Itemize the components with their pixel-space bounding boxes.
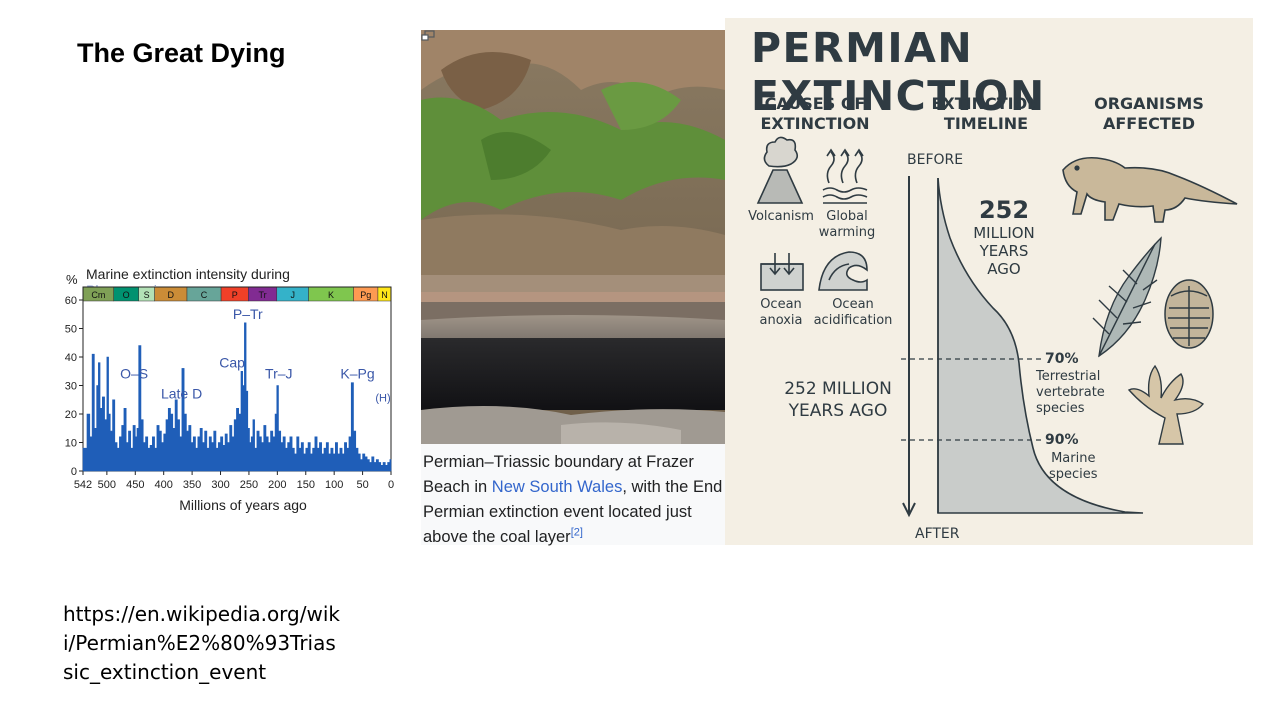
- trilobite-icon: [1164, 279, 1214, 349]
- organisms-header-line2: AFFECTED: [1102, 114, 1196, 133]
- period-label: P: [232, 290, 238, 300]
- y-tick-label: 50: [65, 324, 77, 336]
- expand-icon[interactable]: [421, 30, 435, 42]
- cause-ocean-anoxia: Ocean anoxia: [759, 297, 803, 328]
- mark-90-label: Marine species: [1049, 451, 1098, 482]
- timeline-header-line1: EXTINCTION: [931, 94, 1041, 113]
- x-tick-label: 150: [297, 479, 315, 491]
- period-label: O: [123, 290, 130, 300]
- timeline-header: EXTINCTION TIMELINE: [925, 94, 1047, 134]
- reptile-icon: [1062, 156, 1238, 223]
- infographic-graphics: [756, 136, 1238, 518]
- extinction-area: [82, 322, 392, 472]
- annotation-label: (H): [375, 392, 390, 404]
- timeline-left-label: 252 MILLION YEARS AGO: [784, 379, 892, 421]
- cause-ocean-acidification: Ocean acidification: [813, 297, 893, 328]
- causes-header-line2: EXTINCTION: [760, 114, 870, 133]
- timeline-after: AFTER: [915, 526, 960, 542]
- period-label: Pg: [360, 290, 371, 300]
- volcano-icon: [756, 136, 804, 204]
- timeline-number-sub: MILLION YEARS AGO: [973, 224, 1035, 278]
- photo-caption: Permian–Triassic boundary at Frazer Beac…: [423, 450, 723, 550]
- period-label: D: [168, 290, 175, 300]
- ocean-anoxia-icon: [760, 253, 804, 291]
- period-label: S: [144, 290, 150, 300]
- period-label: K: [328, 290, 334, 300]
- period-label: C: [201, 290, 208, 300]
- permian-infographic: PERMIAN EXTINCTION CAUSES OF EXTINCTION …: [725, 18, 1253, 545]
- y-tick-label: 60: [65, 295, 77, 307]
- boundary-photo-panel: Permian–Triassic boundary at Frazer Beac…: [421, 30, 725, 546]
- x-tick-label: 250: [240, 479, 258, 491]
- causes-header-line1: CAUSES OF: [764, 94, 866, 113]
- slide-title: The Great Dying: [77, 38, 286, 68]
- timeline-axis: [902, 176, 916, 518]
- annotation-label: Tr–J: [265, 366, 292, 382]
- x-tick-label: 450: [126, 479, 144, 491]
- y-tick-label: 10: [65, 438, 77, 450]
- annotation-label: K–Pg: [340, 366, 374, 382]
- period-bar: Cm O S D C P Tr J K Pg N: [82, 286, 392, 302]
- y-tick-label: 0: [71, 466, 77, 478]
- cause-global-warming: Global warming: [818, 209, 876, 240]
- reference-link[interactable]: [2]: [570, 526, 583, 539]
- period-label: Cm: [91, 290, 105, 300]
- boundary-photo: [421, 30, 725, 444]
- x-tick-label: 350: [183, 479, 201, 491]
- x-tick-label: 0: [388, 479, 394, 491]
- source-url[interactable]: https://en.wikipedia.org/wiki/Permian%E2…: [63, 602, 340, 684]
- caption-text-2: , with the End Permian extinction event …: [423, 478, 723, 546]
- extinction-chart-svg: Marine extinction intensity during Phane…: [65, 266, 394, 513]
- chart-ylabel: %: [66, 272, 78, 287]
- x-tick-label: 500: [98, 479, 116, 491]
- x-tick-label: 50: [356, 479, 368, 491]
- y-tick-label: 20: [65, 409, 77, 421]
- y-tick-label: 30: [65, 381, 77, 393]
- x-tick-label: 200: [268, 479, 286, 491]
- timeline-header-line2: TIMELINE: [943, 114, 1029, 133]
- ocean-wave-icon: [818, 251, 868, 291]
- causes-header: CAUSES OF EXTINCTION: [755, 94, 875, 134]
- x-tick-label: 300: [211, 479, 229, 491]
- chart-title: Marine extinction intensity during: [86, 266, 290, 282]
- mark-70-percent: 70%: [1045, 351, 1079, 367]
- chart-annotations: O–S Late D P–Tr Cap Tr–J K–Pg(H): [120, 306, 391, 405]
- timeline-number: 252: [978, 196, 1030, 224]
- x-tick-label: 400: [155, 479, 173, 491]
- timeline-before: BEFORE: [907, 152, 964, 168]
- annotation-label: P–Tr: [233, 306, 263, 322]
- organisms-header-line1: ORGANISMS: [1094, 94, 1204, 113]
- fern-icon: [1092, 236, 1162, 358]
- annotation-label: Late D: [161, 386, 202, 402]
- coral-icon: [1127, 364, 1205, 445]
- annotation-label: O–S: [120, 366, 148, 382]
- period-label: Tr: [258, 290, 266, 300]
- y-tick-label: 40: [65, 352, 77, 364]
- annotation-label: Cap: [219, 354, 245, 370]
- cause-volcanism: Volcanism: [748, 209, 814, 224]
- period-label: N: [381, 290, 388, 300]
- mark-70-label: Terrestrial vertebrate species: [1036, 369, 1105, 416]
- new-south-wales-link[interactable]: New South Wales: [491, 478, 623, 496]
- x-tick-label: 542: [74, 479, 92, 491]
- x-tick-label: 100: [325, 479, 343, 491]
- extinction-chart: Marine extinction intensity during Phane…: [62, 262, 402, 522]
- organisms-header: ORGANISMS AFFECTED: [1087, 94, 1211, 134]
- chart-xlabel: Millions of years ago: [179, 497, 307, 513]
- infographic-title: PERMIAN EXTINCTION: [751, 24, 1046, 120]
- heat-waves-icon: [822, 148, 868, 204]
- caption-text-1: Permian–Triassic boundary at Frazer Beac…: [423, 453, 694, 496]
- period-label: J: [290, 290, 295, 300]
- mark-90-percent: 90%: [1045, 432, 1079, 448]
